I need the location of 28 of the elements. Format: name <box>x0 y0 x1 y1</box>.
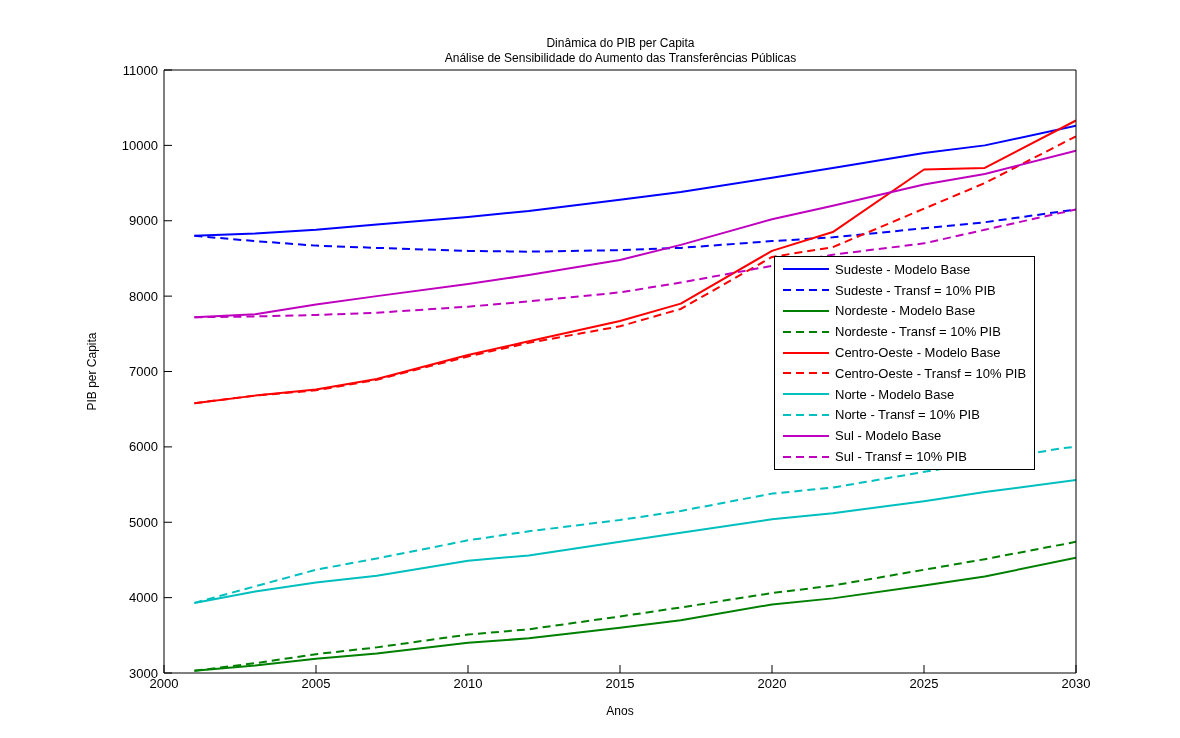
y-tick-label: 8000 <box>129 288 158 304</box>
legend-label: Sul - Transf = 10% PIB <box>835 449 967 465</box>
legend-label: Centro-Oeste - Modelo Base <box>835 345 1001 361</box>
legend-label: Nordeste - Transf = 10% PIB <box>835 324 1001 340</box>
y-tick-label: 9000 <box>129 213 158 229</box>
legend-label: Norte - Modelo Base <box>835 386 955 402</box>
chart-title: Dinâmica do PIB per Capita <box>545 36 696 51</box>
legend-label: Nordeste - Modelo Base <box>835 303 976 319</box>
x-tick-label: 2025 <box>909 676 939 692</box>
y-tick-label: 10000 <box>121 137 158 153</box>
y-tick-label: 4000 <box>129 590 158 606</box>
chart-subtitle: Análise de Sensibilidade do Aumento das Transferências Públicas <box>443 51 798 66</box>
y-tick-label: 11000 <box>122 62 158 78</box>
x-tick-label: 2015 <box>605 676 635 692</box>
legend-label: Sul - Modelo Base <box>835 428 942 444</box>
y-axis-title: PIB per Capita <box>85 332 100 411</box>
legend-label: Sudeste - Modelo Base <box>835 261 971 277</box>
legend-label: Centro-Oeste - Transf = 10% PIB <box>835 365 1027 381</box>
legend-label: Norte - Transf = 10% PIB <box>835 407 980 423</box>
legend-label: Sudeste - Transf = 10% PIB <box>835 282 996 298</box>
x-tick-label: 2030 <box>1061 676 1091 692</box>
y-tick-label: 6000 <box>129 439 158 455</box>
x-tick-label: 2020 <box>757 676 787 692</box>
x-tick-label: 2005 <box>301 676 331 692</box>
x-tick-label: 2010 <box>453 676 483 692</box>
x-axis-title: Anos <box>606 704 634 718</box>
y-tick-label: 5000 <box>129 514 158 530</box>
y-tick-label: 7000 <box>129 364 158 380</box>
